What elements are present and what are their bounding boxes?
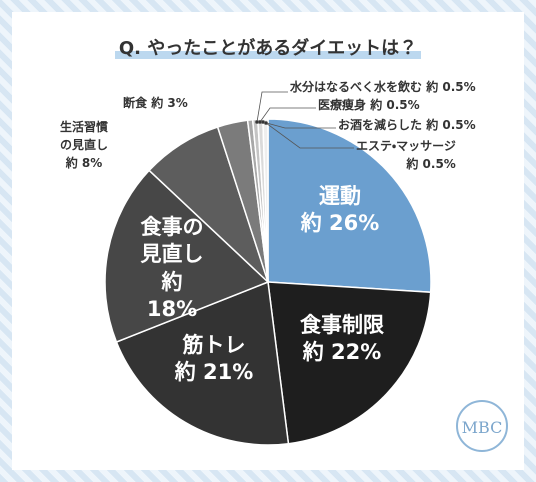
- slice-label: 生活習慣の見直し約 8%: [56, 118, 112, 172]
- value-label: 約 0.5%: [426, 118, 476, 132]
- value-label: 約 21%: [174, 360, 254, 385]
- leader-dot: [258, 120, 262, 124]
- slice-label: お酒を減らした 約 0.5%: [338, 116, 476, 134]
- leader-line: [256, 91, 288, 123]
- chart-title-wrap: Q. やったことがあるダイエットは？: [0, 34, 536, 60]
- value-label: 約 8%: [65, 156, 103, 170]
- pie-slice: [267, 118, 432, 294]
- leader-lines: [255, 91, 354, 149]
- value-label: 約 0.5%: [406, 157, 456, 171]
- slice-label: 断食 約 3%: [123, 94, 188, 112]
- pie-slice: [267, 281, 432, 445]
- slice-label: エステ・マッサージ約 0.5%: [356, 137, 456, 173]
- slice-label: 運動約 26%: [290, 183, 390, 238]
- category-label: お酒を減らした: [338, 118, 423, 132]
- leader-dot: [264, 121, 268, 125]
- chart-title: Q. やったことがあるダイエットは？: [114, 38, 422, 59]
- category-label: 断食: [123, 96, 148, 110]
- value-label: 約 22%: [302, 340, 382, 365]
- leader-dot: [255, 120, 259, 124]
- value-label: 約 0.5%: [370, 98, 420, 112]
- value-label: 約 18%: [146, 269, 198, 321]
- slice-label: 筋トレ約 21%: [164, 332, 264, 387]
- category-label: 食事制限: [300, 313, 384, 337]
- category-label: 生活習慣の見直し: [59, 120, 108, 152]
- category-label: 水分はなるべく水を飲む: [290, 80, 423, 94]
- logo: MBC: [456, 400, 508, 452]
- leader-line: [259, 107, 316, 123]
- slice-label: 食事の見直し約 18%: [134, 214, 210, 323]
- slice-label: 水分はなるべく水を飲む 約 0.5%: [290, 78, 476, 96]
- pie-slice: [262, 118, 269, 283]
- leader-line: [262, 121, 336, 129]
- slice-label: 医療痩身 約 0.5%: [318, 96, 420, 114]
- leader-line: [265, 122, 354, 149]
- category-label: エステ・マッサージ: [356, 139, 456, 153]
- value-label: 約 26%: [300, 211, 380, 236]
- value-label: 約 3%: [151, 96, 188, 110]
- category-label: 食事の見直し: [140, 215, 204, 267]
- category-label: 運動: [319, 184, 361, 208]
- category-label: 筋トレ: [182, 333, 246, 357]
- slice-label: 食事制限約 22%: [282, 312, 402, 367]
- pie-slice: [115, 280, 290, 446]
- category-label: 医療痩身: [318, 98, 367, 112]
- pie-slice: [104, 169, 270, 343]
- value-label: 約 0.5%: [426, 80, 476, 94]
- leader-dot: [261, 120, 265, 124]
